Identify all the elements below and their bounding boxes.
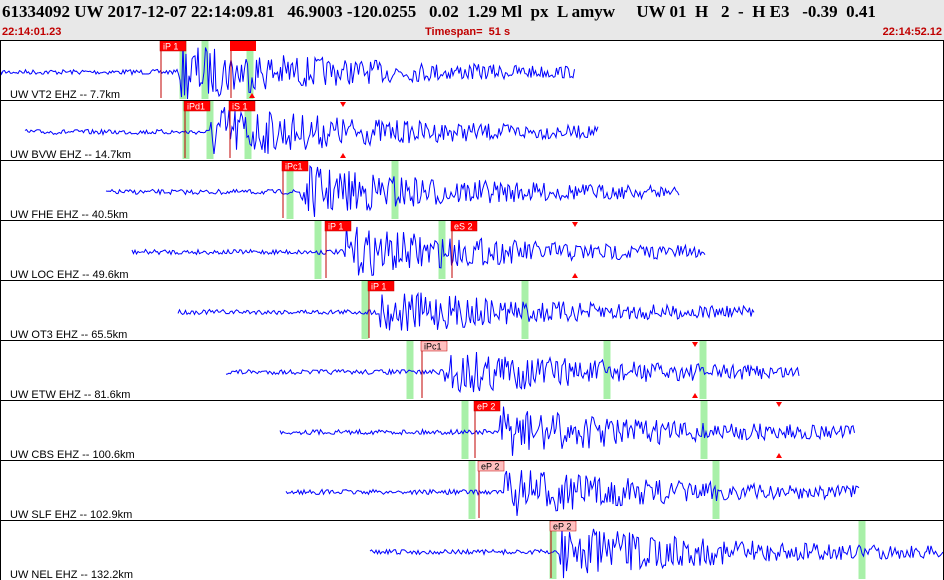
pick-label: iP 1 <box>328 222 343 232</box>
trace-panel[interactable]: eP 2 UW SLF EHZ -- 102.9km <box>0 460 944 522</box>
pick-label: eS 2 <box>454 222 473 232</box>
panel-border <box>0 400 944 461</box>
pick-flag[interactable] <box>230 41 256 51</box>
trace-panel[interactable]: iP 1 UW VT2 EHZ -- 7.7km <box>0 40 944 102</box>
phase-band <box>712 461 720 519</box>
channel-label: UW LOC EHZ -- 49.6km <box>10 269 129 281</box>
amplitude-marker-bottom <box>340 153 346 158</box>
pick-label: eP 2 <box>481 462 499 472</box>
phase-band <box>314 221 322 279</box>
amplitude-marker-bottom <box>692 393 698 398</box>
phase-band <box>361 281 369 339</box>
phase-band <box>286 161 294 219</box>
phase-band <box>244 101 252 159</box>
pick-label: eP 2 <box>477 402 495 412</box>
channel-label: UW SLF EHZ -- 102.9km <box>10 509 132 521</box>
seismogram-panel[interactable]: iP 1 UW VT2 EHZ -- 7.7km iPd1 iS 1 UW BVW EH… <box>0 40 944 580</box>
channel-label: UW NEL EHZ -- 132.2km <box>10 569 133 580</box>
phase-band <box>858 521 866 579</box>
trace-panel[interactable]: iP 1 eS 2 UW LOC EHZ -- 49.6km <box>0 220 944 282</box>
phase-band <box>182 101 190 159</box>
trace-panel[interactable]: iPc1 UW FHE EHZ -- 40.5km <box>0 160 944 222</box>
phase-band <box>549 521 557 579</box>
phase-band <box>521 281 529 339</box>
amplitude-marker-bottom <box>249 93 255 98</box>
panel-border <box>0 340 944 401</box>
trace-panel[interactable]: iPd1 iS 1 UW BVW EHZ -- 14.7km <box>0 100 944 162</box>
waveform <box>131 225 706 277</box>
waveform <box>24 107 599 155</box>
panel-border <box>0 40 944 101</box>
waveform <box>105 164 680 217</box>
trace-panel[interactable]: iPc1 UW ETW EHZ -- 81.6km <box>0 340 944 402</box>
pick-label: iP 1 <box>371 282 386 292</box>
trace-panel[interactable]: eP 2 UW NEL EHZ -- 132.2km <box>0 520 944 580</box>
trace-panel[interactable]: iP 1 UW OT3 EHZ -- 65.5km <box>0 280 944 342</box>
amplitude-marker-top <box>249 42 255 47</box>
phase-band <box>461 401 469 459</box>
pick-label: iP 1 <box>163 42 178 52</box>
channel-label: UW FHE EHZ -- 40.5km <box>10 209 128 221</box>
phase-band <box>603 341 611 399</box>
amplitude-marker-top <box>692 342 698 347</box>
pick-label: iPd1 <box>187 102 205 112</box>
panel-border <box>0 160 944 221</box>
phase-band <box>699 341 707 399</box>
phase-band <box>179 41 187 99</box>
waveform <box>177 291 755 332</box>
pick-label: iS 1 <box>232 102 248 112</box>
channel-label: UW ETW EHZ -- 81.6km <box>10 389 130 401</box>
panel-border <box>0 520 944 580</box>
pick-label: eP 2 <box>553 522 571 532</box>
amplitude-marker-bottom <box>776 453 782 458</box>
header-bar: 61334092 UW 2017-12-07 22:14:09.81 46.90… <box>0 0 944 40</box>
event-summary: 61334092 UW 2017-12-07 22:14:09.81 46.90… <box>2 2 876 21</box>
phase-band <box>201 41 209 99</box>
waveform <box>279 406 855 456</box>
start-time: 22:14:01.23 <box>2 26 62 38</box>
trace-panel[interactable]: eP 2 UW CBS EHZ -- 100.6km <box>0 400 944 462</box>
waveform <box>225 351 800 393</box>
amplitude-marker-top <box>776 402 782 407</box>
amplitude-marker-top <box>572 222 578 227</box>
channel-label: UW CBS EHZ -- 100.6km <box>10 449 135 461</box>
waveform <box>369 528 944 579</box>
channel-label: UW OT3 EHZ -- 65.5km <box>10 329 127 341</box>
amplitude-marker-top <box>340 102 346 107</box>
amplitude-marker-bottom <box>572 273 578 278</box>
channel-label: UW VT2 EHZ -- 7.7km <box>10 89 120 101</box>
timespan-label: Timespan= 51 s <box>425 26 511 38</box>
waveform <box>0 43 575 100</box>
pick-label: iPc1 <box>424 342 442 352</box>
waveform <box>285 470 860 516</box>
channel-label: UW BVW EHZ -- 14.7km <box>10 149 131 161</box>
end-time: 22:14:52.12 <box>882 26 942 38</box>
pick-label: iPc1 <box>285 162 303 172</box>
phase-band <box>246 41 254 99</box>
